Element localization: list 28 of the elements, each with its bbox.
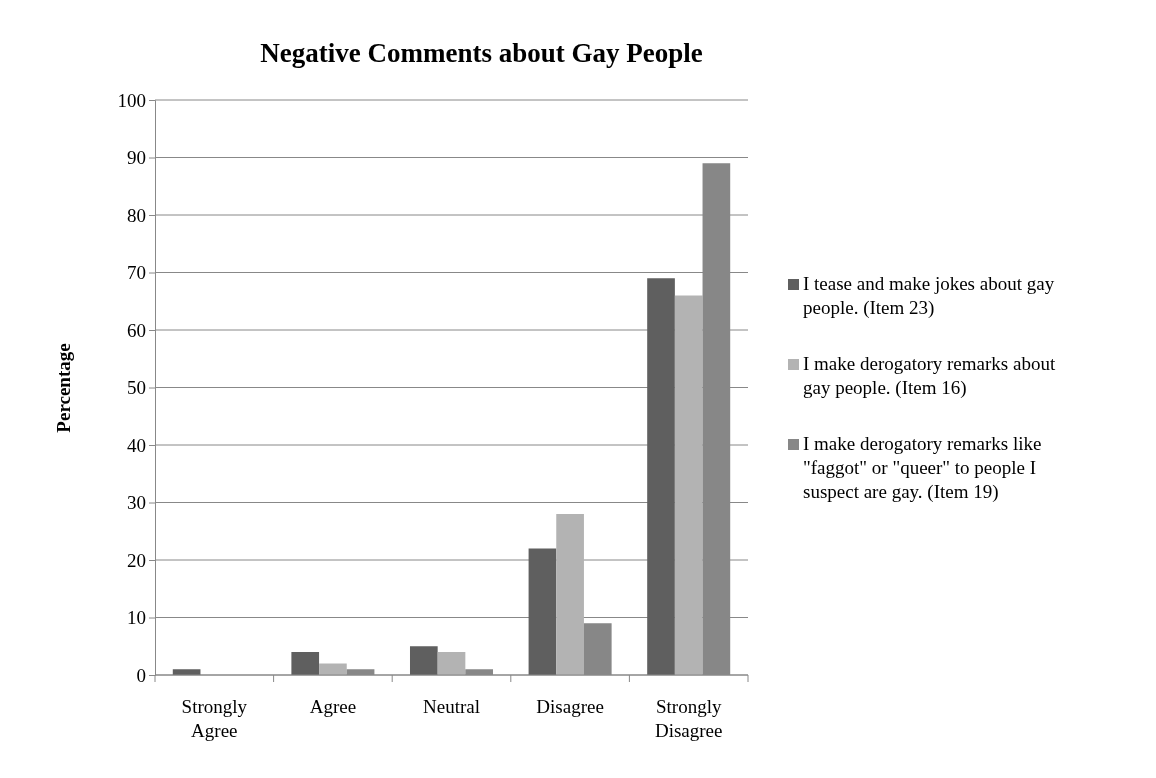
y-tick-label: 90 xyxy=(127,147,146,169)
legend-label: I tease and make jokes about gay people. (Item 23) xyxy=(803,273,1055,319)
y-tick-label: 20 xyxy=(127,549,146,571)
bar xyxy=(409,646,438,675)
x-tick-label: Neutral xyxy=(423,696,480,717)
x-tick-label: Strongly Disagree xyxy=(654,696,723,741)
bar xyxy=(647,278,675,675)
y-tick-label: 40 xyxy=(127,434,146,456)
legend-label: I make derogatory remarks like "faggot" or "queer" to people I suspect are gay. (Item 19) xyxy=(803,433,1042,503)
y-tick-label: 50 xyxy=(127,377,146,399)
y-tick-label: 10 xyxy=(127,607,146,629)
y-tick-label: 80 xyxy=(127,204,146,226)
y-tick-label: 0 xyxy=(136,664,146,686)
legend-label: I make derogatory remarks about gay people. (Item 16) xyxy=(803,353,1056,399)
x-tick-label: Disagree xyxy=(536,696,604,717)
x-tick-label: Agree xyxy=(309,696,357,717)
y-tick-label: 100 xyxy=(117,89,146,111)
bar xyxy=(437,652,466,675)
y-tick-label: 60 xyxy=(127,319,146,341)
bar xyxy=(291,652,320,675)
y-tick-label: 30 xyxy=(127,492,146,514)
y-tick-label: 70 xyxy=(127,262,146,284)
chart-title: Negative Comments about Gay People xyxy=(260,38,703,68)
x-tick-label: Strongly Agree xyxy=(181,696,248,741)
bar xyxy=(674,295,703,675)
bar xyxy=(556,514,584,675)
y-axis-title: Percentage xyxy=(53,343,74,433)
bar xyxy=(528,548,557,675)
